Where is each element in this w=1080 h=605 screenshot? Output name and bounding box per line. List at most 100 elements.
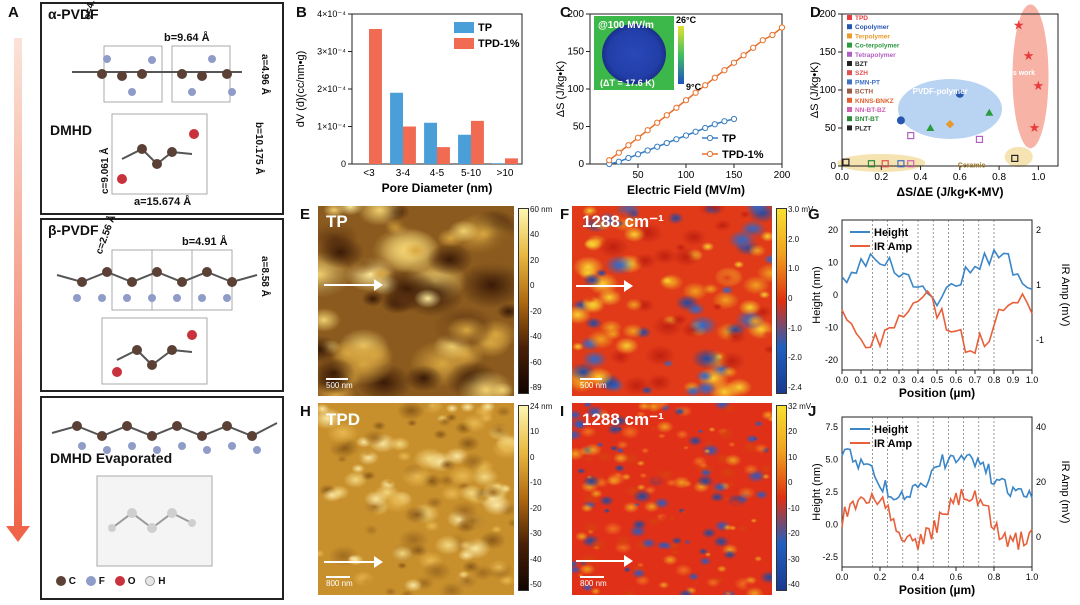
- colorbar-tick-label: 40: [530, 230, 539, 240]
- point-SZH: [881, 160, 889, 168]
- pvdf-polymer-annotation: PVDF-polymer: [913, 87, 968, 96]
- colorbar-tick-label: -89: [530, 383, 542, 392]
- x-tick-label: 0.1: [855, 375, 868, 385]
- beta-title: β-PVDF: [48, 222, 99, 238]
- panel-e-letter: E: [300, 206, 311, 223]
- tp-scale-text: 500 nm: [326, 381, 353, 390]
- ir-amp-line: [841, 488, 1033, 550]
- legend-h-dot: [145, 576, 156, 587]
- x-tick-label: 0.4: [914, 172, 928, 183]
- x-tick-label: 4-5: [430, 168, 445, 179]
- tpd-point: [644, 127, 651, 134]
- y-axis-label: ΔS (J/kg•K): [809, 62, 821, 118]
- point-TPD: ★: [1023, 48, 1035, 63]
- x-tick-label: 200: [774, 170, 791, 181]
- panel-a-letter: A: [8, 4, 19, 21]
- tp-ir-map: [572, 206, 772, 396]
- colorbar-tick-label: 24 nm: [530, 402, 553, 411]
- legend-marker: [847, 116, 852, 122]
- tpd-ir-arrow: [576, 560, 626, 562]
- legend-tpd-label: TPD-1%: [722, 149, 764, 161]
- tp-scale-line: [326, 378, 348, 380]
- inset-thermal-sample: [602, 24, 666, 84]
- tpd-map-title: TPD: [326, 410, 360, 429]
- tpd-point: [663, 112, 670, 119]
- legend-c: C: [56, 576, 76, 587]
- point-TPD: ★: [1029, 120, 1041, 135]
- colorbar-tick-label: 10: [788, 452, 797, 462]
- alpha-b: b=9.64 Å: [164, 32, 210, 44]
- legend-label: TPD: [855, 15, 868, 22]
- x-tick-label: 3-4: [396, 168, 411, 179]
- inset-title: @100 MV/m: [598, 20, 654, 31]
- colorbar-tick-label: 20: [788, 427, 797, 437]
- x-tick-label: 0.2: [874, 375, 887, 385]
- x-tick-label: 0.6: [953, 172, 967, 183]
- y-tick-label: 3×10⁻⁴: [317, 47, 346, 57]
- beta-structure-svg: [56, 249, 258, 385]
- legend-label: TPD-1%: [478, 38, 520, 50]
- colorbar-tick-label: -30: [530, 529, 542, 539]
- point-Copolymer: [896, 116, 905, 125]
- bar-TPD-1%: [437, 147, 450, 164]
- plot-frame: [841, 416, 1033, 568]
- y-left-axis-label: Height (nm): [812, 266, 823, 323]
- tp-arrow-head: [374, 279, 383, 291]
- colorbar-tick-label: -2.4: [788, 383, 802, 392]
- legend-label: Copolymer: [855, 24, 889, 31]
- panel-d-letter: D: [810, 4, 821, 21]
- point-Co-terpolymer: [926, 124, 935, 131]
- legend-marker: [847, 42, 852, 48]
- bar-TPD-1%: [403, 126, 416, 164]
- x-tick-label: 0.5: [931, 375, 944, 385]
- legend-marker: [847, 125, 852, 131]
- x-tick-label: 0.9: [1007, 375, 1020, 385]
- tp-ir-scale-text: 500 nm: [580, 381, 607, 390]
- colorbar-tick-label: 0: [530, 452, 535, 462]
- colorbar-tick-label: 3.0 mV: [788, 205, 814, 214]
- evaporated-structure-svg: [51, 421, 278, 567]
- colorbar-tick-label: -2.0: [788, 353, 802, 363]
- legend-marker: [847, 61, 852, 66]
- x-tick-label: <3: [363, 168, 375, 179]
- legend-label: PLZT: [855, 125, 871, 132]
- y-tick-label: 50: [573, 122, 585, 133]
- tpd-point: [740, 52, 747, 59]
- evaporated-title: DMHD Evaporated: [50, 450, 173, 466]
- beta-a: a=8.58 Å: [259, 256, 270, 297]
- tp-point: [702, 124, 709, 132]
- alpha-pvdf-box: α-PVDF c=4.62 Å b=9.64 Å a=4.96 Å DMHD c…: [40, 0, 284, 215]
- legend-tp-marker: [706, 134, 714, 142]
- colorbar-tick-label: 2.0: [788, 234, 800, 244]
- panel-j-letter: J: [808, 403, 817, 420]
- legend-swatch: [454, 38, 474, 49]
- legend-label: BNT-BT: [855, 116, 879, 123]
- legend-marker: [847, 51, 852, 57]
- legend-label: TP: [478, 22, 492, 34]
- tp-afm-height-map: [318, 206, 514, 396]
- legend-marker: [847, 70, 852, 76]
- y-right-tick-label: 40: [1036, 422, 1046, 432]
- panel-c-letter: C: [560, 4, 571, 21]
- tp-map-title: TP: [326, 212, 348, 231]
- tpd-scale-text: 800 nm: [326, 579, 353, 588]
- y-left-tick-label: 20: [828, 225, 838, 235]
- tp-ir-arrow-head: [624, 280, 633, 292]
- ceramic-region-2: [1004, 146, 1033, 167]
- x-tick-label: 50: [632, 170, 644, 181]
- pore-diameter-bar-chart: 0 1×10⁻⁴ 2×10⁻⁴ 3×10⁻⁴ 4×10⁻⁴ <3 3-4 4-5 5-10 >10…: [295, 9, 523, 195]
- beta-b: b=4.91 Å: [182, 236, 228, 248]
- y-tick-label: 200: [819, 9, 836, 20]
- x-tick-label: 1.0: [1026, 572, 1039, 582]
- y-left-axis-label: Height (nm): [812, 463, 823, 520]
- legend-label: PMN-PT: [855, 79, 880, 86]
- tpd-ir-scale-text: 800 nm: [580, 579, 607, 588]
- tpd-ir-colorbar: [776, 405, 787, 591]
- this-work-annotation: This work: [1002, 70, 1035, 77]
- bar-TPD-1%: [471, 120, 484, 164]
- alpha-structure-svg: [72, 45, 242, 195]
- colorbar-tick-label: 60 nm: [530, 205, 553, 214]
- x-axis-label: Electric Field (MV/m): [627, 183, 745, 197]
- y-right-tick-label: 1: [1036, 280, 1041, 290]
- legend-tpd-marker: [706, 150, 714, 158]
